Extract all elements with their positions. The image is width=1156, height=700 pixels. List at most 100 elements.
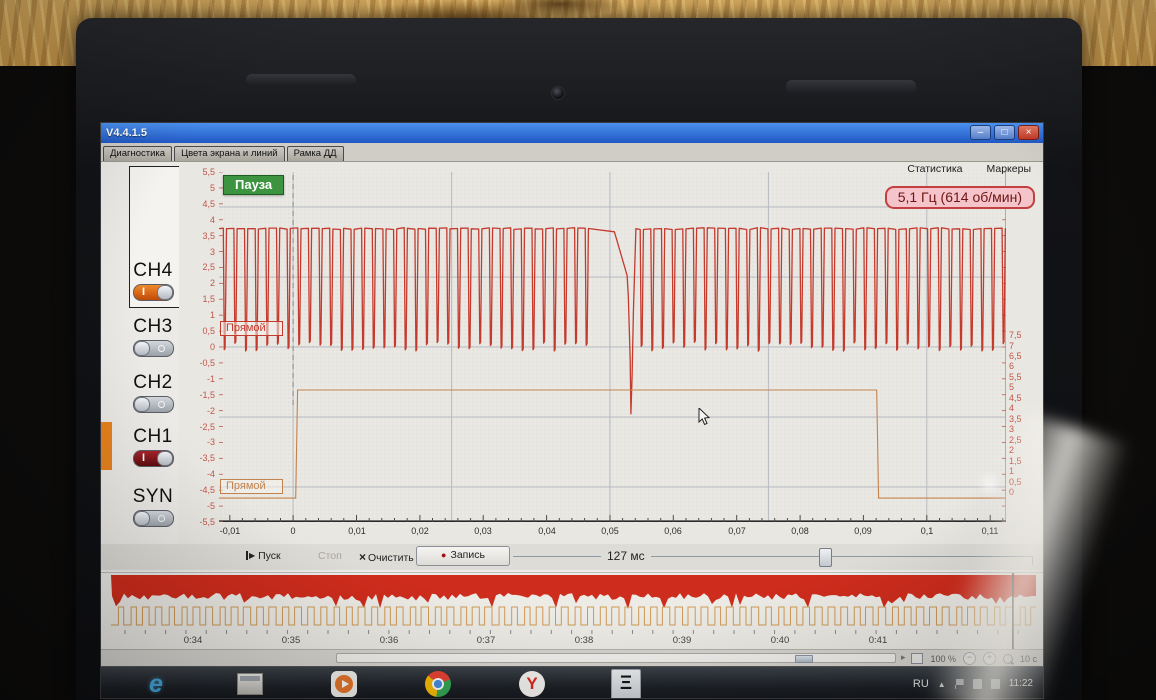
y-axis-left-label: -2,5 <box>199 422 215 432</box>
chrome-icon[interactable] <box>423 670 453 698</box>
zoom-in-icon[interactable]: + <box>982 652 996 665</box>
y-axis-right-label: 5,5 <box>1009 372 1022 382</box>
media-player-icon[interactable] <box>329 670 359 698</box>
y-axis-right: 7,5 7 6,5 6 5,5 5 4,5 4 3,5 3 2,5 2 1,5 1 0,5 0 <box>1009 162 1041 544</box>
x-axis-label: 0 <box>290 526 296 536</box>
tray-expand-icon[interactable]: ▲ <box>937 679 946 689</box>
channel-label-ch1: CH1 <box>133 426 173 447</box>
battery-icon[interactable] <box>972 679 982 689</box>
y-axis-left-label: -5 <box>206 501 215 511</box>
y-axis-left-label: -0,5 <box>199 358 215 368</box>
y-axis-right-label: 0,5 <box>1009 477 1022 487</box>
start-button[interactable]: ▶ Пуск <box>246 550 281 562</box>
bezel-slot <box>786 80 916 94</box>
window-length-value: 127 мс <box>601 549 651 563</box>
y-axis-right-label: 3 <box>1009 424 1015 434</box>
channel-toggle-syn[interactable] <box>133 510 174 527</box>
system-tray: RU ▲ 11:22 <box>912 667 1033 698</box>
channel-toggle-ch2[interactable] <box>133 396 174 413</box>
toggle-knob <box>134 341 150 356</box>
y-axis-left: 5,5 5 4,5 4 3,5 3 2,5 2 1,5 1 0,5 0 -0,5 -1 -1,5 -2 -2,5… <box>179 162 217 544</box>
channel-toggle-ch1[interactable]: I <box>133 450 174 467</box>
y-axis-left-label: 1 <box>209 310 215 320</box>
y-axis-right-label: 5 <box>1009 382 1015 392</box>
toggle-knob <box>134 397 150 412</box>
pause-indicator[interactable]: Пауза <box>223 175 285 195</box>
volume-icon[interactable] <box>990 679 1000 689</box>
y-axis-left-label: 4,5 <box>202 199 215 209</box>
y-axis-left-label: -4 <box>206 469 215 479</box>
y-axis-left-label: -5,5 <box>199 517 215 527</box>
record-button[interactable]: ● Запись <box>416 546 510 566</box>
channel-toggle-ch3[interactable] <box>133 340 174 357</box>
close-button[interactable]: × <box>1018 125 1039 140</box>
recording-overview-strip[interactable]: 0:34 0:35 0:36 0:37 0:38 0:39 0:40 0:41 <box>101 572 1043 649</box>
horizontal-scrollbar[interactable] <box>336 653 896 663</box>
y-axis-right-label: 6 <box>1009 361 1015 371</box>
tab-diagnostics[interactable]: Диагностика <box>103 146 173 161</box>
x-axis-label: 0,02 <box>411 526 429 536</box>
overview-time-label: 0:38 <box>574 635 594 646</box>
x-axis-label: 0,09 <box>854 526 872 536</box>
zoom-out-icon[interactable]: − <box>962 652 976 665</box>
yandex-browser-icon[interactable]: Y <box>517 670 547 698</box>
y-axis-left-label: 3,5 <box>202 231 215 241</box>
y-axis-right-label: 1,5 <box>1009 456 1022 466</box>
tab-screen-colors[interactable]: Цвета экрана и линий <box>174 146 285 161</box>
action-center-icon[interactable] <box>954 679 964 689</box>
plot-area[interactable]: Прямой Прямой <box>219 172 1006 522</box>
menu-statistics[interactable]: Статистика <box>907 163 963 175</box>
scrollbar-thumb[interactable] <box>795 655 813 663</box>
channel-toggle-ch4[interactable]: I <box>133 284 174 301</box>
window-length-line <box>513 556 1033 557</box>
overview-time-label: 0:39 <box>672 635 692 646</box>
menu-markers[interactable]: Маркеры <box>986 163 1031 175</box>
tab-dd-frame[interactable]: Рамка ДД <box>286 146 344 161</box>
overview-time-label: 0:37 <box>476 635 496 646</box>
y-axis-left-label: 5 <box>209 183 215 193</box>
tab-row: Диагностика Цвета экрана и линий Рамка Д… <box>101 143 1043 162</box>
overview-time-axis: 0:34 0:35 0:36 0:37 0:38 0:39 0:40 0:41 <box>111 573 1036 649</box>
active-channel-indicator <box>101 422 112 470</box>
overview-time-label: 0:35 <box>281 635 301 646</box>
window-length-slider[interactable] <box>819 548 832 567</box>
y-axis-right-label: 6,5 <box>1009 351 1022 361</box>
scrollbar-arrow-icon[interactable]: ▸ <box>901 652 906 662</box>
webcam <box>551 86 565 100</box>
acquisition-toolbar: ▶ Пуск Стоп × Очистить ● Запись 127 мс <box>101 544 1043 570</box>
y-axis-right-label: 3,5 <box>1009 414 1022 424</box>
toggle-on-mark: I <box>142 286 146 298</box>
y-axis-left-label: 4 <box>209 215 215 225</box>
bezel-slot <box>246 74 356 86</box>
internet-explorer-icon[interactable]: e <box>149 669 163 698</box>
oscilloscope-chart[interactable]: Статистика Маркеры Пауза 5,1 Гц (614 об/… <box>179 162 1043 544</box>
fit-page-icon[interactable] <box>911 653 924 664</box>
maximize-button[interactable]: □ <box>994 125 1015 140</box>
windows-taskbar: e Y Ξ RU ▲ 11:22 <box>101 666 1043 698</box>
overview-time-label: 0:36 <box>379 635 399 646</box>
overview-time-label: 0:41 <box>868 635 888 646</box>
magnifier-icon[interactable] <box>1002 653 1013 664</box>
toggle-off-mark <box>158 345 165 352</box>
chart-menu: Статистика Маркеры <box>907 163 1031 175</box>
x-axis-label: -0,01 <box>219 526 241 536</box>
oscilloscope-app-icon[interactable]: Ξ <box>611 668 641 698</box>
trace-label-ch1: Прямой <box>220 479 283 494</box>
y-axis-left-label: -1 <box>206 374 215 384</box>
clock[interactable]: 11:22 <box>1008 678 1033 689</box>
overview-time-label: 0:40 <box>770 635 790 646</box>
y-axis-right-label: 1 <box>1009 466 1015 476</box>
window-controls: – □ × <box>970 125 1039 140</box>
language-indicator[interactable]: RU <box>912 678 929 690</box>
y-axis-left-label: -3,5 <box>199 453 215 463</box>
clear-button[interactable]: × Очистить <box>359 550 414 564</box>
y-axis-right-label: 7 <box>1009 341 1015 351</box>
minimize-button[interactable]: – <box>970 125 991 140</box>
program-window-icon[interactable] <box>235 670 265 698</box>
stop-button[interactable]: Стоп <box>318 550 342 562</box>
overview-time-label: 0:34 <box>183 635 203 646</box>
channel-sidebar: CH4 I CH3 CH2 CH1 I SYN <box>101 162 180 544</box>
toggle-knob <box>157 451 173 466</box>
y-axis-right-label: 4,5 <box>1009 393 1022 403</box>
